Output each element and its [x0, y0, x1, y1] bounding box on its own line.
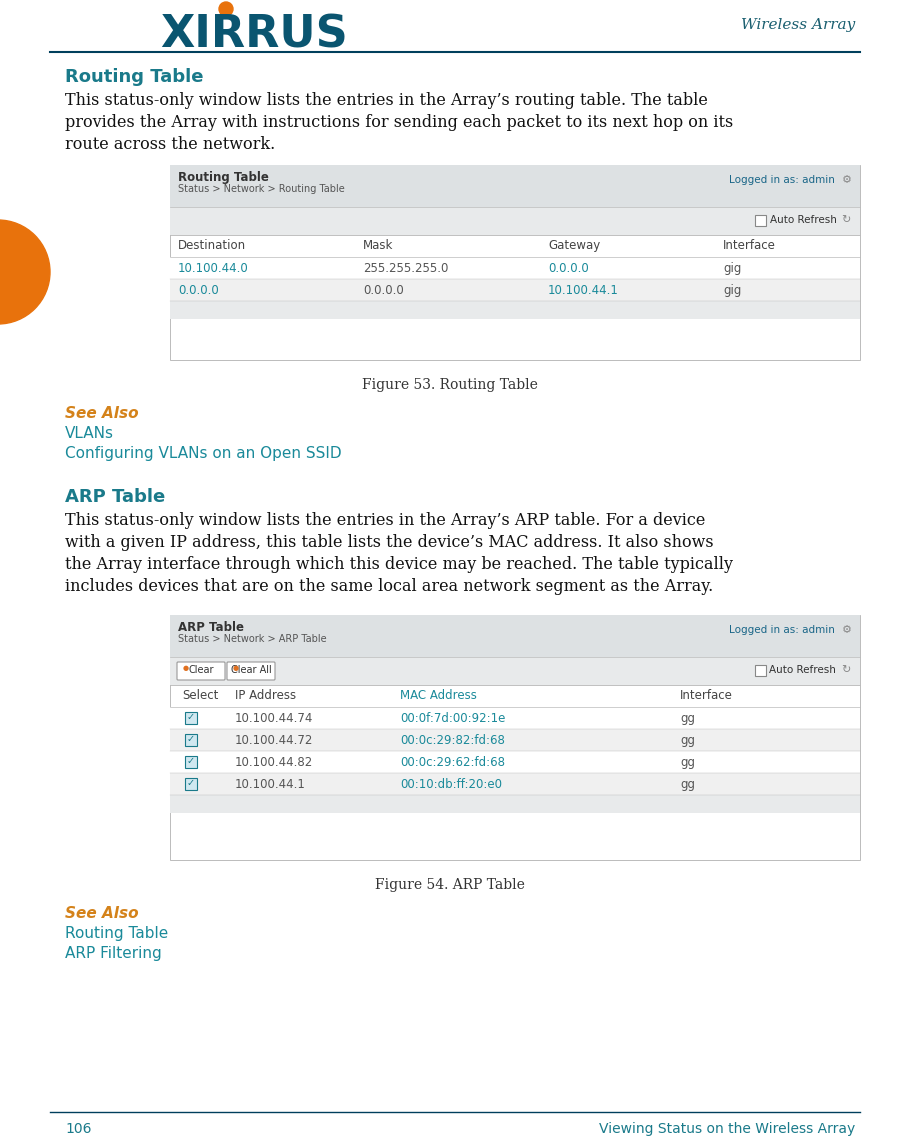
Text: IP Address: IP Address: [235, 689, 296, 702]
Text: ●: ●: [183, 665, 189, 671]
Text: gg: gg: [680, 712, 695, 725]
Text: Interface: Interface: [723, 239, 776, 252]
FancyBboxPatch shape: [227, 662, 275, 680]
Text: Status > Network > Routing Table: Status > Network > Routing Table: [178, 184, 345, 194]
Text: Routing Table: Routing Table: [178, 171, 268, 184]
Text: ARP Table: ARP Table: [65, 488, 165, 506]
Text: Clear: Clear: [188, 665, 214, 675]
Text: Figure 53. Routing Table: Figure 53. Routing Table: [362, 377, 538, 392]
Bar: [170, 615, 860, 860]
Text: Gateway: Gateway: [548, 239, 600, 252]
Text: Routing Table: Routing Table: [65, 68, 204, 86]
Text: Auto Refresh: Auto Refresh: [770, 215, 837, 225]
Text: gg: gg: [680, 735, 695, 747]
Text: ✓: ✓: [187, 778, 196, 788]
Text: 10.100.44.1: 10.100.44.1: [235, 778, 305, 791]
Text: Mask: Mask: [363, 239, 394, 252]
Text: 10.100.44.74: 10.100.44.74: [235, 712, 314, 725]
FancyBboxPatch shape: [177, 662, 225, 680]
Text: ✓: ✓: [187, 712, 196, 722]
Text: 00:10:db:ff:20:e0: 00:10:db:ff:20:e0: [400, 778, 502, 791]
Bar: [170, 165, 860, 207]
Text: provides the Array with instructions for sending each packet to its next hop on : provides the Array with instructions for…: [65, 114, 733, 131]
Text: Wireless Array: Wireless Array: [741, 18, 855, 32]
Text: with a given IP address, this table lists the device’s MAC address. It also show: with a given IP address, this table list…: [65, 534, 714, 551]
Bar: [170, 795, 860, 813]
Text: 255.255.255.0: 255.255.255.0: [363, 262, 449, 275]
Bar: [170, 729, 860, 752]
Bar: [170, 207, 860, 235]
Bar: [755, 215, 766, 226]
Text: Select: Select: [182, 689, 218, 702]
Text: 106: 106: [65, 1122, 92, 1136]
Text: gg: gg: [680, 778, 695, 791]
Text: 00:0f:7d:00:92:1e: 00:0f:7d:00:92:1e: [400, 712, 505, 725]
Text: ✓: ✓: [187, 756, 196, 766]
Text: Destination: Destination: [178, 239, 246, 252]
Text: ARP Filtering: ARP Filtering: [65, 946, 162, 961]
Text: the Array interface through which this device may be reached. The table typicall: the Array interface through which this d…: [65, 556, 733, 573]
Text: Auto Refresh: Auto Refresh: [769, 665, 836, 675]
Text: 10.100.44.82: 10.100.44.82: [235, 756, 314, 769]
Bar: [185, 778, 197, 790]
Text: includes devices that are on the same local area network segment as the Array.: includes devices that are on the same lo…: [65, 578, 714, 595]
Text: VLANs: VLANs: [65, 426, 114, 441]
Bar: [170, 707, 860, 729]
Bar: [185, 712, 197, 724]
Text: gig: gig: [723, 262, 742, 275]
Bar: [170, 773, 860, 795]
Text: Clear All: Clear All: [231, 665, 271, 675]
Text: gig: gig: [723, 284, 742, 297]
Text: 00:0c:29:82:fd:68: 00:0c:29:82:fd:68: [400, 735, 505, 747]
Text: Logged in as: admin: Logged in as: admin: [729, 625, 835, 634]
Text: See Also: See Also: [65, 406, 139, 421]
Text: Configuring VLANs on an Open SSID: Configuring VLANs on an Open SSID: [65, 446, 341, 460]
Text: 10.100.44.72: 10.100.44.72: [235, 735, 314, 747]
Text: gg: gg: [680, 756, 695, 769]
Text: XIRRUS: XIRRUS: [160, 14, 348, 57]
Text: ↻: ↻: [841, 215, 850, 225]
Bar: [185, 735, 197, 746]
Text: Viewing Status on the Wireless Array: Viewing Status on the Wireless Array: [599, 1122, 855, 1136]
Text: ●: ●: [233, 665, 239, 671]
Bar: [755, 665, 766, 677]
Text: 00:0c:29:62:fd:68: 00:0c:29:62:fd:68: [400, 756, 505, 769]
Bar: [170, 615, 860, 657]
Bar: [170, 165, 860, 360]
Text: ↻: ↻: [841, 665, 850, 675]
Text: Status > Network > ARP Table: Status > Network > ARP Table: [178, 634, 327, 644]
Bar: [170, 657, 860, 684]
Text: ⚙: ⚙: [842, 175, 852, 185]
Text: This status-only window lists the entries in the Array’s routing table. The tabl: This status-only window lists the entrie…: [65, 92, 708, 109]
Text: ⚙: ⚙: [842, 625, 852, 634]
Text: 0.0.0.0: 0.0.0.0: [178, 284, 219, 297]
Text: ARP Table: ARP Table: [178, 621, 244, 634]
Circle shape: [0, 219, 50, 324]
Text: Figure 54. ARP Table: Figure 54. ARP Table: [375, 878, 525, 893]
Text: 0.0.0.0: 0.0.0.0: [363, 284, 404, 297]
Circle shape: [219, 2, 233, 16]
Bar: [170, 752, 860, 773]
Text: Logged in as: admin: Logged in as: admin: [729, 175, 835, 185]
Bar: [170, 257, 860, 279]
Text: Routing Table: Routing Table: [65, 926, 168, 941]
Text: 0.0.0.0: 0.0.0.0: [548, 262, 588, 275]
Text: This status-only window lists the entries in the Array’s ARP table. For a device: This status-only window lists the entrie…: [65, 512, 705, 529]
Bar: [185, 756, 197, 767]
Text: ✓: ✓: [187, 735, 196, 744]
Bar: [170, 279, 860, 301]
Text: 10.100.44.1: 10.100.44.1: [548, 284, 619, 297]
Text: See Also: See Also: [65, 906, 139, 921]
Text: 10.100.44.0: 10.100.44.0: [178, 262, 249, 275]
Text: route across the network.: route across the network.: [65, 136, 275, 153]
Bar: [170, 301, 860, 319]
Text: Interface: Interface: [680, 689, 733, 702]
Text: MAC Address: MAC Address: [400, 689, 477, 702]
